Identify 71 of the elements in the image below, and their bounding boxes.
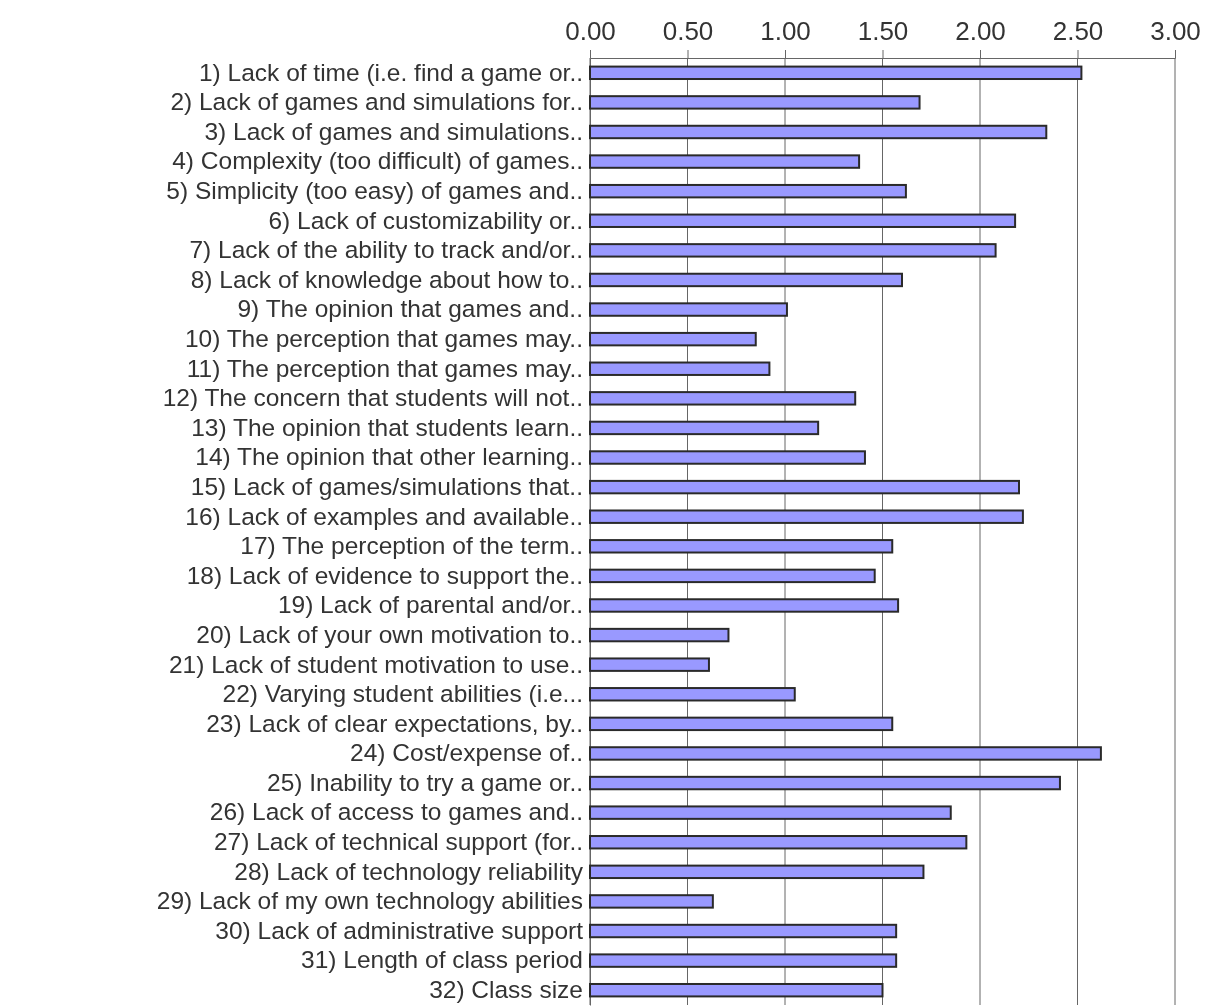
bar bbox=[589, 835, 968, 850]
bar bbox=[589, 124, 1048, 140]
y-tick-label: 1) Lack of time (i.e. find a game or.. bbox=[198, 58, 583, 86]
y-tick-label: 3) Lack of games and simulations.. bbox=[204, 117, 583, 145]
x-tick-label: 3.00 bbox=[1150, 16, 1201, 46]
bar bbox=[589, 272, 903, 288]
x-tick-label: 1.00 bbox=[760, 16, 811, 46]
bar bbox=[589, 923, 898, 939]
bar bbox=[589, 805, 952, 820]
bar bbox=[589, 775, 1061, 791]
y-tick-label: 23) Lack of clear expectations, by.. bbox=[206, 709, 583, 737]
bar bbox=[589, 716, 894, 732]
y-tick-label: 24) Cost/expense of.. bbox=[350, 739, 583, 767]
x-tick-label: 2.00 bbox=[955, 16, 1006, 46]
y-tick-label: 7) Lack of the ability to track and/or.. bbox=[189, 236, 583, 264]
y-tick-label: 11) The perception that games may.. bbox=[186, 354, 583, 382]
y-tick-label: 19) Lack of parental and/or.. bbox=[277, 591, 583, 619]
y-tick-label: 26) Lack of access to games and.. bbox=[209, 798, 583, 826]
y-tick-label: 30) Lack of administrative support bbox=[215, 916, 584, 944]
bar bbox=[589, 95, 921, 110]
bar bbox=[589, 450, 866, 465]
bar bbox=[589, 627, 730, 643]
y-tick-label: 22) Varying student abilities (i.e... bbox=[222, 680, 583, 708]
y-tick-label: 8) Lack of knowledge about how to.. bbox=[190, 265, 583, 293]
y-tick-label: 6) Lack of customizability or.. bbox=[268, 206, 583, 234]
bar bbox=[589, 302, 788, 317]
bar bbox=[589, 568, 876, 584]
y-tick-label: 31) Length of class period bbox=[301, 946, 583, 974]
y-tick-label: 27) Lack of technical support (for.. bbox=[213, 828, 583, 856]
bar bbox=[589, 65, 1083, 81]
y-tick-label: 10) The perception that games may.. bbox=[184, 324, 583, 352]
y-tick-label: 17) The perception of the term.. bbox=[240, 532, 583, 560]
bar bbox=[589, 213, 1017, 228]
y-tick-label: 2) Lack of games and simulations for.. bbox=[170, 88, 583, 116]
x-tick-label: 0.00 bbox=[565, 16, 616, 46]
y-tick-label: 21) Lack of student motivation to use.. bbox=[168, 650, 583, 678]
y-tick-label: 9) The opinion that games and.. bbox=[237, 295, 583, 323]
y-tick-label: 15) Lack of games/simulations that.. bbox=[190, 472, 583, 500]
y-tick-label: 29) Lack of my own technology abilities bbox=[156, 887, 583, 915]
bar bbox=[589, 982, 884, 998]
bar bbox=[589, 687, 796, 702]
bar bbox=[589, 509, 1024, 524]
bar bbox=[589, 539, 894, 554]
x-tick-label: 2.50 bbox=[1052, 16, 1104, 46]
bar bbox=[589, 154, 861, 169]
y-tick-label: 28) Lack of technology reliability bbox=[234, 857, 584, 885]
bar bbox=[589, 746, 1102, 761]
bar bbox=[589, 953, 898, 968]
bar bbox=[589, 391, 857, 406]
bar bbox=[589, 361, 771, 376]
bar bbox=[589, 657, 710, 672]
y-tick-label: 14) The opinion that other learning.. bbox=[195, 443, 583, 471]
bar bbox=[589, 331, 757, 347]
bar bbox=[589, 479, 1020, 495]
bar bbox=[589, 894, 714, 909]
bar bbox=[589, 864, 925, 880]
bar bbox=[589, 183, 907, 199]
y-tick-label: 13) The opinion that students learn.. bbox=[191, 413, 583, 441]
y-tick-label: 20) Lack of your own motivation to.. bbox=[196, 620, 583, 648]
y-tick-label: 16) Lack of examples and available.. bbox=[185, 502, 583, 530]
y-tick-label: 12) The concern that students will not.. bbox=[162, 384, 583, 412]
y-tick-label: 25) Inability to try a game or.. bbox=[267, 768, 583, 796]
y-tick-label: 18) Lack of evidence to support the.. bbox=[186, 561, 583, 589]
y-tick-label: 5) Simplicity (too easy) of games and.. bbox=[166, 177, 583, 205]
y-tick-label: 4) Complexity (too difficult) of games.. bbox=[172, 147, 583, 175]
bar bbox=[589, 598, 900, 613]
y-tick-label: 32) Class size bbox=[429, 976, 583, 1004]
x-tick-label: 1.50 bbox=[857, 16, 909, 46]
bar bbox=[589, 243, 997, 258]
x-tick-label: 0.50 bbox=[662, 16, 714, 46]
bar bbox=[589, 420, 820, 436]
